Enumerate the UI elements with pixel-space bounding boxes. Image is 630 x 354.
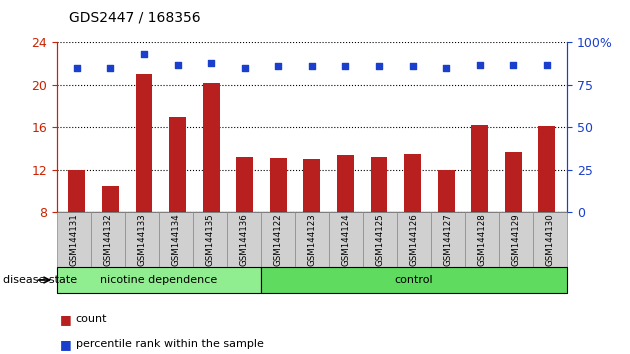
Text: GSM144128: GSM144128 bbox=[478, 213, 486, 266]
Text: GSM144133: GSM144133 bbox=[137, 213, 146, 266]
Point bbox=[139, 52, 149, 57]
Point bbox=[105, 65, 115, 71]
Bar bbox=[304, 159, 320, 212]
Bar bbox=[404, 154, 421, 212]
Text: nicotine dependence: nicotine dependence bbox=[100, 275, 217, 285]
Text: GSM144126: GSM144126 bbox=[410, 213, 418, 266]
Text: GSM144135: GSM144135 bbox=[205, 213, 214, 266]
Text: GSM144127: GSM144127 bbox=[444, 213, 452, 266]
Text: ■: ■ bbox=[60, 313, 72, 326]
Text: percentile rank within the sample: percentile rank within the sample bbox=[76, 339, 263, 349]
Point bbox=[273, 63, 284, 69]
Text: GSM144129: GSM144129 bbox=[512, 213, 520, 266]
Point bbox=[408, 63, 418, 69]
Text: GSM144125: GSM144125 bbox=[375, 213, 384, 266]
Point bbox=[542, 62, 552, 67]
Point bbox=[374, 63, 384, 69]
Text: ■: ■ bbox=[60, 338, 72, 350]
Text: GSM144123: GSM144123 bbox=[307, 213, 316, 266]
Point bbox=[239, 65, 249, 71]
Text: disease state: disease state bbox=[3, 275, 77, 285]
Point bbox=[508, 62, 518, 67]
Text: GDS2447 / 168356: GDS2447 / 168356 bbox=[69, 11, 201, 25]
Point bbox=[340, 63, 350, 69]
Text: GSM144124: GSM144124 bbox=[341, 213, 350, 266]
Text: GSM144136: GSM144136 bbox=[239, 213, 248, 266]
Text: count: count bbox=[76, 314, 107, 324]
Bar bbox=[102, 186, 119, 212]
Point bbox=[72, 65, 82, 71]
Point bbox=[206, 60, 216, 66]
Text: control: control bbox=[394, 275, 433, 285]
Bar bbox=[438, 170, 454, 212]
Point bbox=[474, 62, 484, 67]
Text: GSM144132: GSM144132 bbox=[103, 213, 112, 266]
Text: GSM144122: GSM144122 bbox=[273, 213, 282, 266]
Bar bbox=[69, 170, 85, 212]
Text: GSM144130: GSM144130 bbox=[546, 213, 554, 266]
Bar bbox=[370, 157, 387, 212]
Bar bbox=[203, 83, 219, 212]
Point bbox=[441, 65, 451, 71]
Text: GSM144131: GSM144131 bbox=[69, 213, 78, 266]
Bar bbox=[539, 126, 555, 212]
Text: GSM144134: GSM144134 bbox=[171, 213, 180, 266]
Bar bbox=[471, 125, 488, 212]
Bar bbox=[135, 74, 152, 212]
Point bbox=[307, 63, 317, 69]
Bar bbox=[169, 117, 186, 212]
Point bbox=[173, 62, 183, 67]
Bar bbox=[236, 157, 253, 212]
Bar bbox=[337, 155, 354, 212]
Bar bbox=[270, 158, 287, 212]
Bar bbox=[505, 152, 522, 212]
